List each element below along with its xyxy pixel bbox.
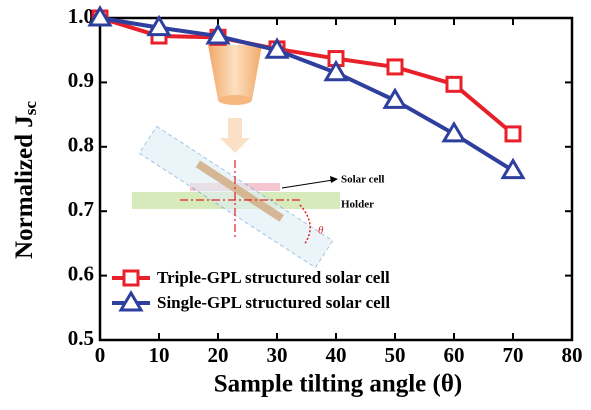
x-tick-label: 60 <box>444 343 465 367</box>
x-tick-label: 50 <box>385 343 406 367</box>
marker <box>388 60 402 74</box>
annotation: Holder <box>341 199 374 211</box>
annotation: Solar cell <box>341 174 384 186</box>
x-tick-label: 30 <box>267 343 288 367</box>
y-axis-title-sub: sc <box>21 101 40 116</box>
legend-label: Triple-GPL structured solar cell <box>157 268 390 287</box>
legend-label: Single-GPL structured solar cell <box>157 293 390 312</box>
x-tick-label: 20 <box>208 343 229 367</box>
y-axis-title: Normalized Jsc <box>11 101 40 259</box>
pointer-head <box>330 176 338 183</box>
chart: Solar cell Holder θ Sample tilting angle… <box>0 0 591 410</box>
x-tick-label: 10 <box>149 343 170 367</box>
x-tick-label: 0 <box>95 343 106 367</box>
y-tick-label: 0.6 <box>68 261 94 285</box>
y-tick-label: 0.7 <box>68 197 94 221</box>
light-source <box>208 45 262 100</box>
y-axis-title-main: Normalized J <box>11 115 38 259</box>
marker <box>444 124 464 141</box>
marker <box>506 127 520 141</box>
x-tick-label: 80 <box>562 343 583 367</box>
light-source-lens <box>218 95 252 105</box>
annotation: θ <box>318 225 324 237</box>
y-tick-label: 0.9 <box>68 68 94 92</box>
x-tick-label: 40 <box>326 343 347 367</box>
marker <box>503 161 523 178</box>
light-arrow <box>220 118 250 153</box>
x-axis-title: Sample tilting angle (θ) <box>214 371 462 398</box>
y-tick-label: 0.8 <box>68 133 94 157</box>
x-tick-label: 70 <box>503 343 524 367</box>
legend-marker <box>124 271 138 285</box>
marker <box>447 77 461 91</box>
y-tick-label: 0.5 <box>68 326 94 350</box>
pointer <box>282 180 333 188</box>
